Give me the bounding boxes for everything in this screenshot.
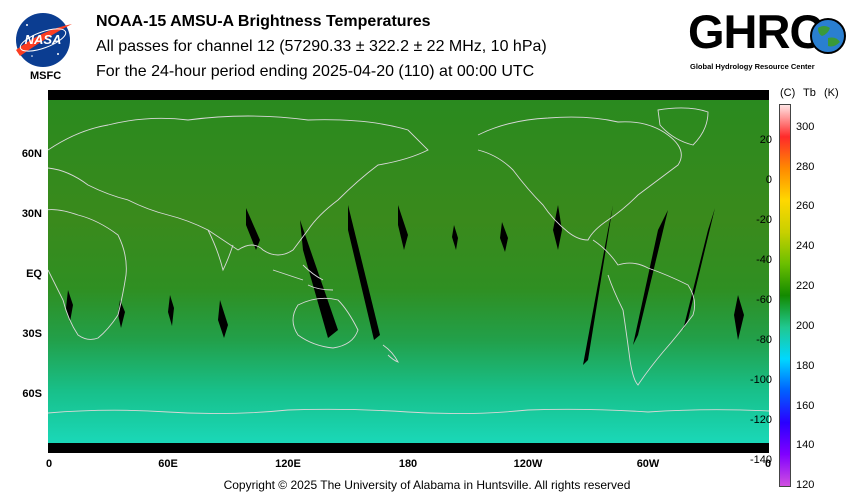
nasa-logo-text: NASA xyxy=(25,32,62,47)
lat-label: EQ xyxy=(26,268,42,280)
ghrc-logo-subtitle: Global Hydrology Resource Center xyxy=(690,62,815,71)
lon-label: 180 xyxy=(398,458,418,470)
lat-label: 60N xyxy=(21,148,42,160)
colorbar-kelvin-tick: 120 xyxy=(796,479,815,491)
colorbar-celsius-tick: -120 xyxy=(749,414,772,426)
colorbar-celsius-tick: 0 xyxy=(765,174,772,186)
lon-label: 60E xyxy=(158,458,178,470)
colorbar-celsius-tick: -60 xyxy=(756,294,772,306)
colorbar-celsius-tick: 20 xyxy=(759,134,772,146)
lat-label: 60S xyxy=(22,388,42,400)
colorbar-celsius-tick: -80 xyxy=(756,334,772,346)
colorbar xyxy=(779,104,791,487)
colorbar-header-k: (K) xyxy=(824,87,839,99)
copyright-notice: Copyright © 2025 The University of Alaba… xyxy=(223,478,631,492)
msfc-label: MSFC xyxy=(30,70,62,82)
colorbar-kelvin-tick: 200 xyxy=(796,320,815,332)
colorbar-kelvin-tick: 180 xyxy=(796,360,815,372)
ghrc-logo-word: GHRC xyxy=(688,5,823,58)
colorbar-celsius-tick: -20 xyxy=(756,214,772,226)
colorbar-kelvin-tick: 220 xyxy=(796,280,815,292)
map-panel xyxy=(45,90,770,453)
colorbar-celsius-tick: -40 xyxy=(756,254,772,266)
lon-label: 0 xyxy=(45,458,53,470)
lon-label: 60W xyxy=(636,458,660,470)
colorbar-kelvin-tick: 260 xyxy=(796,200,815,212)
colorbar-kelvin-tick: 160 xyxy=(796,400,815,412)
colorbar-kelvin-tick: 140 xyxy=(796,439,815,451)
title-line-3: For the 24-hour period ending 2025-04-20… xyxy=(96,63,535,80)
brightness-field xyxy=(48,100,769,443)
lat-label: 30S xyxy=(22,328,42,340)
lon-label: 120W xyxy=(513,458,543,470)
colorbar-kelvin-tick: 280 xyxy=(796,161,815,173)
colorbar-header-c: (C) xyxy=(780,87,796,99)
colorbar-kelvin-tick: 300 xyxy=(796,121,815,133)
colorbar-kelvin-tick: 240 xyxy=(796,240,815,252)
lon-label: 120E xyxy=(275,458,301,470)
nasa-logo: NASA xyxy=(12,10,74,70)
coastlines xyxy=(45,107,770,415)
lon-label: 0 xyxy=(764,458,772,470)
swath-gaps xyxy=(66,205,744,365)
colorbar-celsius-tick: -140 xyxy=(749,454,772,466)
globe-icon xyxy=(808,16,848,56)
title-line-2: All passes for channel 12 (57290.33 ± 32… xyxy=(96,38,547,55)
colorbar-header-tb: Tb xyxy=(803,87,816,99)
lat-label: 30N xyxy=(21,208,42,220)
colorbar-celsius-tick: -100 xyxy=(749,374,772,386)
title-line-1: NOAA-15 AMSU-A Brightness Temperatures xyxy=(96,13,431,30)
